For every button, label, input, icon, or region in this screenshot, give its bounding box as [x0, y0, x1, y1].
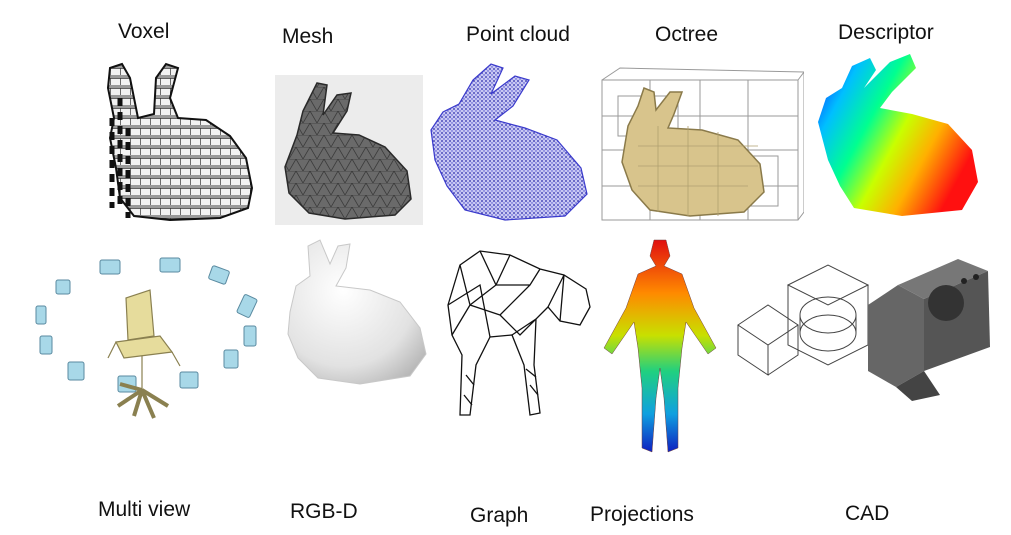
label-point-cloud: Point cloud: [466, 23, 570, 46]
label-mesh: Mesh: [282, 25, 334, 48]
point-cloud-bunny-icon: [425, 60, 595, 225]
graph-horse-icon: [440, 245, 595, 425]
descriptor-bunny-icon: [812, 52, 984, 224]
label-octree: Octree: [655, 23, 719, 46]
label-cad: CAD: [845, 502, 890, 525]
label-rgbd: RGB-D: [290, 500, 358, 523]
label-voxel: Voxel: [118, 20, 170, 43]
cad-part-icon: [728, 255, 1003, 405]
projections-human-icon: [598, 238, 723, 458]
label-projections: Projections: [590, 503, 694, 526]
label-descriptor: Descriptor: [838, 21, 934, 44]
multi-view-chair-icon: [30, 250, 270, 440]
octree-bunny-icon: [598, 66, 804, 226]
voxel-bunny-icon: [100, 58, 260, 223]
mesh-bunny-icon: [275, 75, 423, 225]
rgbd-bunny-icon: [280, 238, 430, 388]
label-multi-view: Multi view: [98, 498, 191, 521]
label-graph: Graph: [470, 504, 529, 527]
